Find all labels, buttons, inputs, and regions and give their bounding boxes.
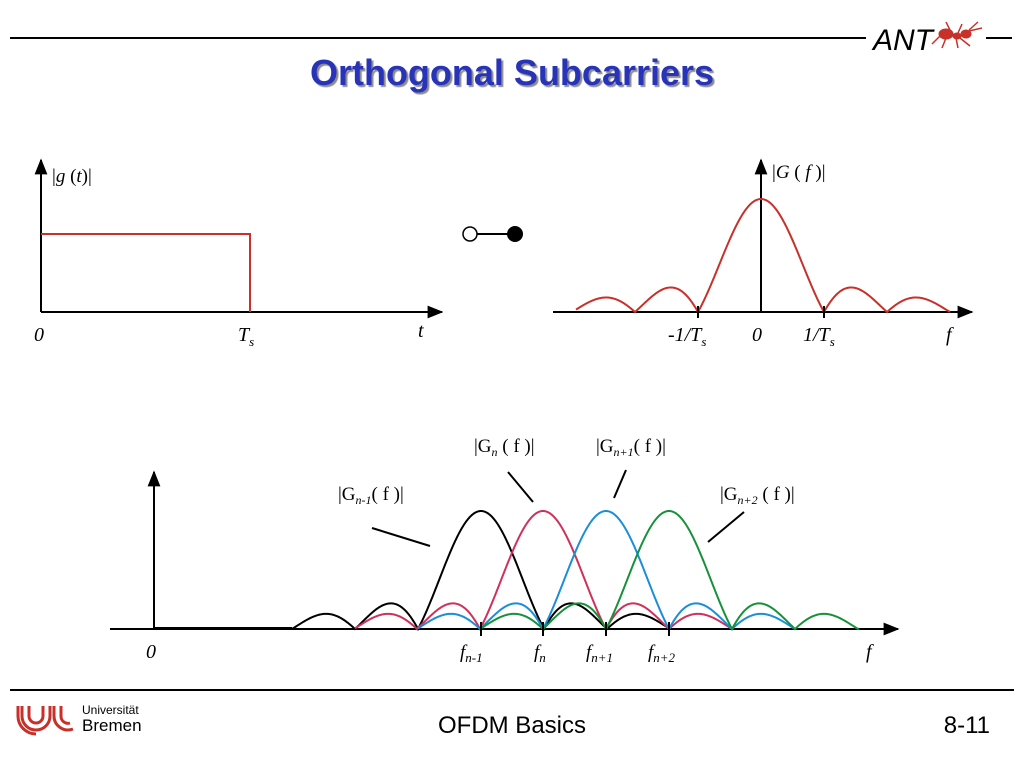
- bottom-f-label: f: [866, 641, 874, 663]
- subcarrier-n+1-curve: [417, 509, 797, 632]
- pointer-n+1: [613, 469, 627, 499]
- g-t-label: |g (t)|: [52, 166, 92, 187]
- university-logo: [16, 706, 74, 736]
- label-Gn-1: |Gn-1( f )|: [338, 484, 404, 507]
- rect-pulse: [41, 233, 251, 312]
- pointer-n: [507, 471, 534, 503]
- subcarrier-n-1-curve: [291, 509, 671, 632]
- bottom-origin-label: 0: [146, 641, 156, 663]
- t-axis-label: t: [418, 320, 424, 342]
- ant-logo-text: ANT: [871, 24, 936, 57]
- f-axis-label: f: [946, 324, 954, 346]
- tick-f-n+1: fn+1: [586, 642, 613, 665]
- subcarrier-n+2-curve: [480, 509, 860, 632]
- tick-f-n: fn: [534, 642, 546, 665]
- sinc-spectrum: [575, 197, 951, 315]
- origin-label: 0: [34, 324, 44, 346]
- time-domain-plot: |g (t)| 0 Ts t: [34, 158, 444, 349]
- subcarrier-plot: |Gn ( f )| |Gn+1( f )| |Gn-1( f )| |Gn+2…: [110, 436, 900, 665]
- label-Gn+1: |Gn+1( f )|: [596, 436, 666, 459]
- label-Gn: |Gn ( f )|: [474, 436, 535, 459]
- pointer-n-1: [371, 527, 431, 547]
- page-number: 8-11: [943, 712, 990, 739]
- university-name: Universität Bremen: [82, 704, 142, 735]
- university-line2: Bremen: [82, 716, 142, 735]
- page-title: Orthogonal Subcarriers: [309, 52, 715, 93]
- fourier-correspondence-symbol: [462, 226, 523, 242]
- university-line1: Universität: [82, 703, 139, 717]
- pointer-n+2: [707, 511, 745, 543]
- frequency-domain-plot: |G ( f )| -1/Ts 0 1/Ts f: [553, 158, 974, 349]
- tick-f-n-1: fn-1: [460, 642, 483, 665]
- ts-label: Ts: [238, 324, 254, 349]
- label-Gn+2: |Gn+2 ( f )|: [720, 484, 795, 507]
- tick-f-n+2: fn+2: [648, 642, 676, 665]
- ant-icon: [931, 21, 983, 49]
- inv-ts-label: 1/Ts: [803, 324, 835, 349]
- G-f-label: |G ( f )|: [772, 162, 826, 183]
- subcarrier-n-curve: [354, 509, 734, 632]
- neg-inv-ts-label: -1/Ts: [668, 324, 706, 349]
- zero-label: 0: [752, 324, 762, 346]
- ant-logo: ANT: [871, 21, 983, 57]
- footer-title: OFDM Basics: [437, 712, 586, 739]
